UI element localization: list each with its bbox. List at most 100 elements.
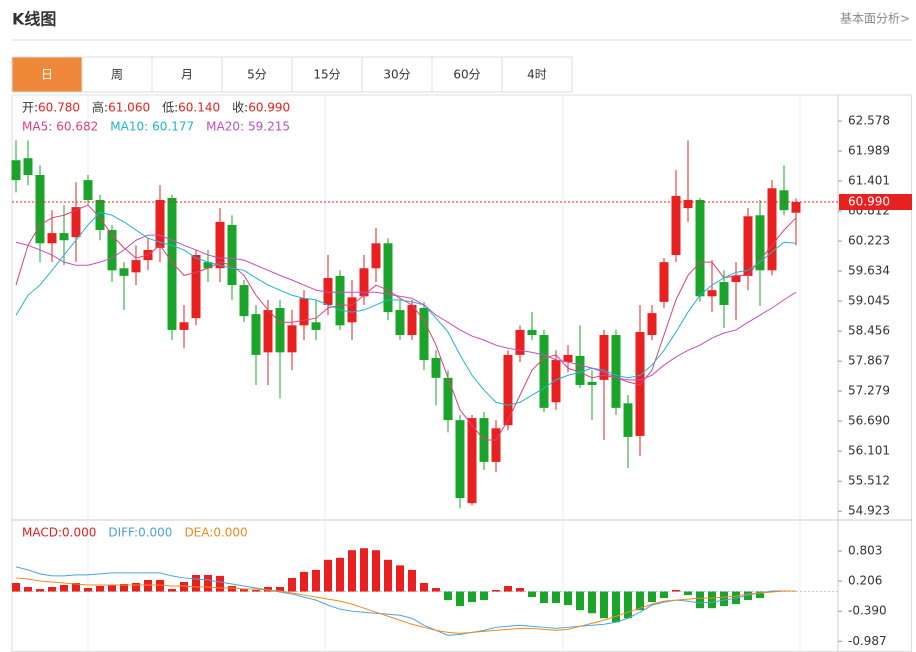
candle-body (119, 268, 129, 276)
candle-body (719, 282, 729, 305)
info-value: 60.780 (38, 101, 80, 115)
y-tick-label: 59.634 (848, 264, 890, 278)
macd-bar (588, 591, 596, 614)
candle-body (539, 335, 549, 408)
candle-body (299, 298, 309, 326)
ma-legend-name: MA20: (206, 120, 244, 134)
ma-line (15, 204, 797, 441)
macd-legend-value: 0.000 (62, 526, 96, 540)
candle-body (275, 308, 285, 353)
macd-bar (612, 591, 620, 623)
macd-legend-name: DIFF: (108, 526, 138, 540)
macd-bar (168, 589, 176, 592)
candle-body (131, 260, 141, 273)
info-value: 60.140 (178, 101, 220, 115)
macd-bar (72, 582, 80, 592)
candle-body (743, 216, 753, 276)
macd-bar (504, 586, 512, 592)
macd-legend-name: DEA: (184, 526, 213, 540)
candle-body (287, 325, 297, 353)
tab-label[interactable]: 4时 (527, 68, 547, 82)
candle-body (107, 230, 117, 271)
macd-bar (420, 582, 428, 592)
ma-legend-name: MA10: (110, 120, 148, 134)
info-label: 高: (92, 100, 108, 115)
tab-label[interactable]: 日 (41, 68, 53, 82)
macd-bar (60, 584, 68, 592)
y-tick-label: 56.101 (848, 444, 890, 458)
tab[interactable] (81, 56, 153, 93)
candle-body (467, 418, 477, 504)
macd-bar (228, 586, 236, 592)
tab[interactable] (291, 56, 363, 93)
macd-bar (348, 550, 356, 592)
candle-body (599, 335, 609, 380)
macd-bar (120, 583, 128, 592)
tab[interactable] (151, 56, 223, 93)
macd-bar (144, 579, 152, 592)
macd-bar (408, 569, 416, 592)
y-tick-label: -0.987 (848, 634, 887, 648)
last-price-label: 60.990 (848, 195, 890, 209)
info-value: 60.990 (248, 101, 290, 115)
macd-bar (276, 587, 284, 592)
y-tick-label: 55.512 (848, 474, 890, 488)
macd-bar (384, 559, 392, 592)
macd-bar (204, 574, 212, 592)
macd-bar (444, 591, 452, 601)
tab-label[interactable]: 周 (111, 68, 123, 82)
tab-label[interactable]: 月 (181, 68, 193, 82)
macd-bar (600, 591, 608, 619)
macd-bar (252, 590, 260, 592)
macd-bar (372, 550, 380, 592)
candle-body (95, 199, 105, 231)
macd-line (15, 566, 796, 636)
y-tick-label: 59.045 (848, 294, 890, 308)
candle-body (683, 199, 693, 209)
macd-bar (96, 586, 104, 592)
macd-legend-value: 0.000 (213, 526, 247, 540)
tab[interactable] (11, 56, 83, 93)
tab-label[interactable]: 60分 (453, 68, 480, 82)
macd-bar (468, 591, 476, 603)
macd-bar (156, 579, 164, 592)
candle-body (179, 322, 189, 330)
tab-label[interactable]: 30分 (383, 68, 410, 82)
y-tick-label: 61.401 (848, 174, 890, 188)
tab[interactable] (501, 56, 573, 93)
info-label: 低: (162, 101, 178, 115)
macd-bar (300, 571, 308, 592)
candle-body (503, 354, 513, 426)
y-tick-label: 60.223 (848, 234, 890, 248)
candle-body (491, 428, 501, 462)
y-tick-label: 57.279 (848, 384, 890, 398)
candle-body (527, 329, 537, 336)
macd-bar (696, 591, 704, 609)
ma-line (15, 211, 797, 406)
candle-body (191, 255, 201, 319)
candle-body (707, 290, 717, 297)
info-label: 收: (232, 101, 248, 115)
macd-bar (756, 591, 764, 599)
candle-body (455, 420, 465, 499)
y-tick-label: 61.989 (848, 144, 890, 158)
candle-body (431, 357, 441, 378)
macd-bar (564, 591, 572, 606)
candle-body (587, 381, 597, 385)
candle-body (155, 199, 165, 248)
macd-bar (36, 589, 44, 592)
macd-bar (312, 569, 320, 592)
info-label: 开: (22, 101, 38, 115)
ma-legend-value: 60.177 (152, 120, 194, 134)
macd-bar (216, 575, 224, 592)
candle-body (383, 243, 393, 313)
tab-label[interactable]: 5分 (247, 68, 267, 82)
tab-label[interactable]: 15分 (313, 68, 340, 82)
last-price-box (839, 194, 912, 211)
analysis-link[interactable]: 基本面分析> (840, 12, 910, 26)
macd-bar (540, 591, 548, 604)
y-tick-label: 0.206 (848, 574, 882, 588)
macd-bar (636, 591, 644, 611)
